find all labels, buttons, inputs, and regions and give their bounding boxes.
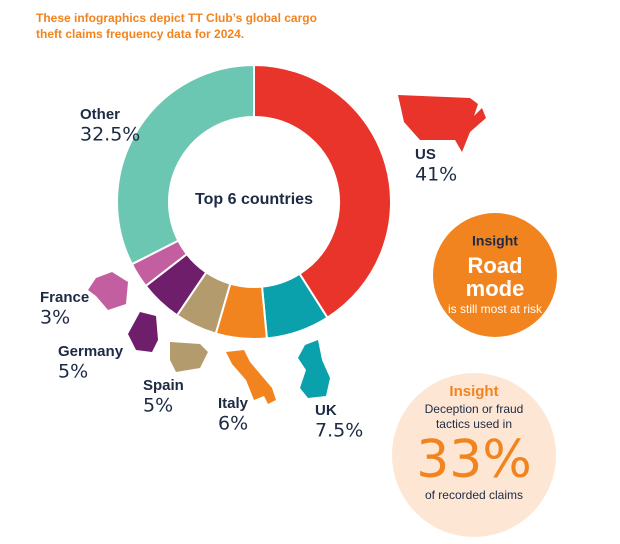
- value-label: 3%: [40, 307, 70, 329]
- donut: [116, 63, 392, 340]
- insight-heading: Insight: [472, 233, 518, 249]
- insight-headline: 33%: [416, 430, 532, 490]
- insight-footer: of recorded claims: [424, 488, 524, 502]
- insight-text: is still most at risk: [447, 302, 542, 316]
- center-label: Top 6 countries: [195, 191, 313, 208]
- insight-headline: Road mode: [465, 254, 525, 301]
- header-text: These infographics depict TT Club’s glob…: [36, 11, 317, 41]
- insight-body: Deception or fraud tactics used in 33% o…: [416, 402, 532, 502]
- value-label: 32.5%: [80, 124, 140, 146]
- insight-circle: [433, 213, 557, 337]
- category-label: Germany: [58, 343, 124, 360]
- category-label: Other: [80, 106, 120, 123]
- category-label: UK: [315, 402, 337, 419]
- donut-segment: [116, 63, 255, 266]
- insight-text: Deception or fraud tactics used in: [424, 402, 524, 431]
- spain-map: [170, 342, 208, 372]
- italy-map: [226, 350, 276, 404]
- category-label: Italy: [218, 395, 249, 412]
- category-label: US: [415, 146, 436, 163]
- uk-map: [298, 340, 330, 398]
- category-label: France: [40, 289, 89, 306]
- value-label: 5%: [58, 361, 88, 383]
- value-label: 5%: [143, 395, 173, 417]
- category-label: Spain: [143, 377, 184, 394]
- header-box: These infographics depict TT Club’s glob…: [36, 11, 317, 41]
- insight-heading: Insight: [449, 383, 498, 400]
- value-label: 6%: [218, 413, 248, 435]
- insight-body: Road mode is still most at risk: [447, 254, 542, 316]
- donut-segment: [253, 63, 392, 320]
- us-map: [398, 95, 486, 152]
- france-map: [88, 272, 128, 310]
- value-label: 7.5%: [315, 420, 363, 442]
- value-label: 41%: [415, 164, 457, 186]
- germany-map: [128, 312, 158, 352]
- insight-circle: [392, 373, 556, 537]
